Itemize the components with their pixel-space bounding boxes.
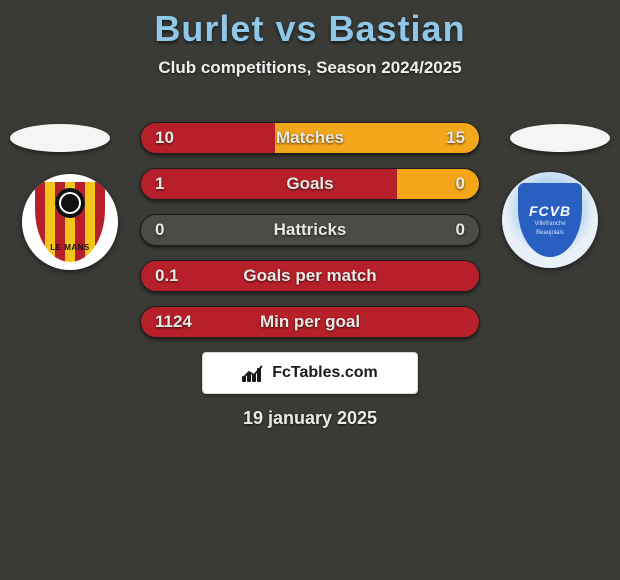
stat-row: 10Matches15 (140, 122, 480, 154)
title-vs: vs (275, 8, 317, 49)
infographic-container: Burlet vs Bastian Club competitions, Sea… (0, 0, 620, 580)
page-title: Burlet vs Bastian (0, 0, 620, 50)
stat-right-value: 15 (446, 123, 465, 153)
fctables-label: FcTables.com (272, 364, 378, 382)
right-club-logo-bg: FCVB Villefranche Beaujolais (502, 172, 598, 268)
stat-name: Hattricks (141, 215, 479, 245)
right-club-logo: FCVB Villefranche Beaujolais (502, 172, 598, 268)
left-club-logo: LE MANS (22, 174, 118, 270)
right-club-sub2: Beaujolais (536, 230, 564, 237)
left-club-shield: LE MANS (35, 182, 105, 262)
stat-name: Goals per match (141, 261, 479, 291)
date-label: 19 january 2025 (0, 408, 620, 429)
left-club-text: LE MANS (35, 243, 105, 252)
subtitle: Club competitions, Season 2024/2025 (0, 58, 620, 78)
stat-name: Goals (141, 169, 479, 199)
stat-name: Min per goal (141, 307, 479, 337)
stat-row: 0.1Goals per match (140, 260, 480, 292)
stat-bars: 10Matches151Goals00Hattricks00.1Goals pe… (140, 122, 480, 352)
fctables-badge[interactable]: FcTables.com (202, 352, 418, 394)
right-player-ellipse (510, 124, 610, 152)
left-player-ellipse (10, 124, 110, 152)
stat-row: 1124Min per goal (140, 306, 480, 338)
right-club-sub1: Villefranche (534, 221, 565, 228)
title-player-left: Burlet (154, 8, 264, 49)
right-club-shield: FCVB Villefranche Beaujolais (518, 183, 582, 257)
chart-icon (242, 364, 264, 382)
stat-right-value: 0 (456, 169, 465, 199)
stat-row: 0Hattricks0 (140, 214, 480, 246)
right-club-main: FCVB (529, 203, 571, 219)
left-club-logo-bg: LE MANS (22, 174, 118, 270)
title-player-right: Bastian (329, 8, 466, 49)
stat-name: Matches (141, 123, 479, 153)
stat-right-value: 0 (456, 215, 465, 245)
stat-row: 1Goals0 (140, 168, 480, 200)
